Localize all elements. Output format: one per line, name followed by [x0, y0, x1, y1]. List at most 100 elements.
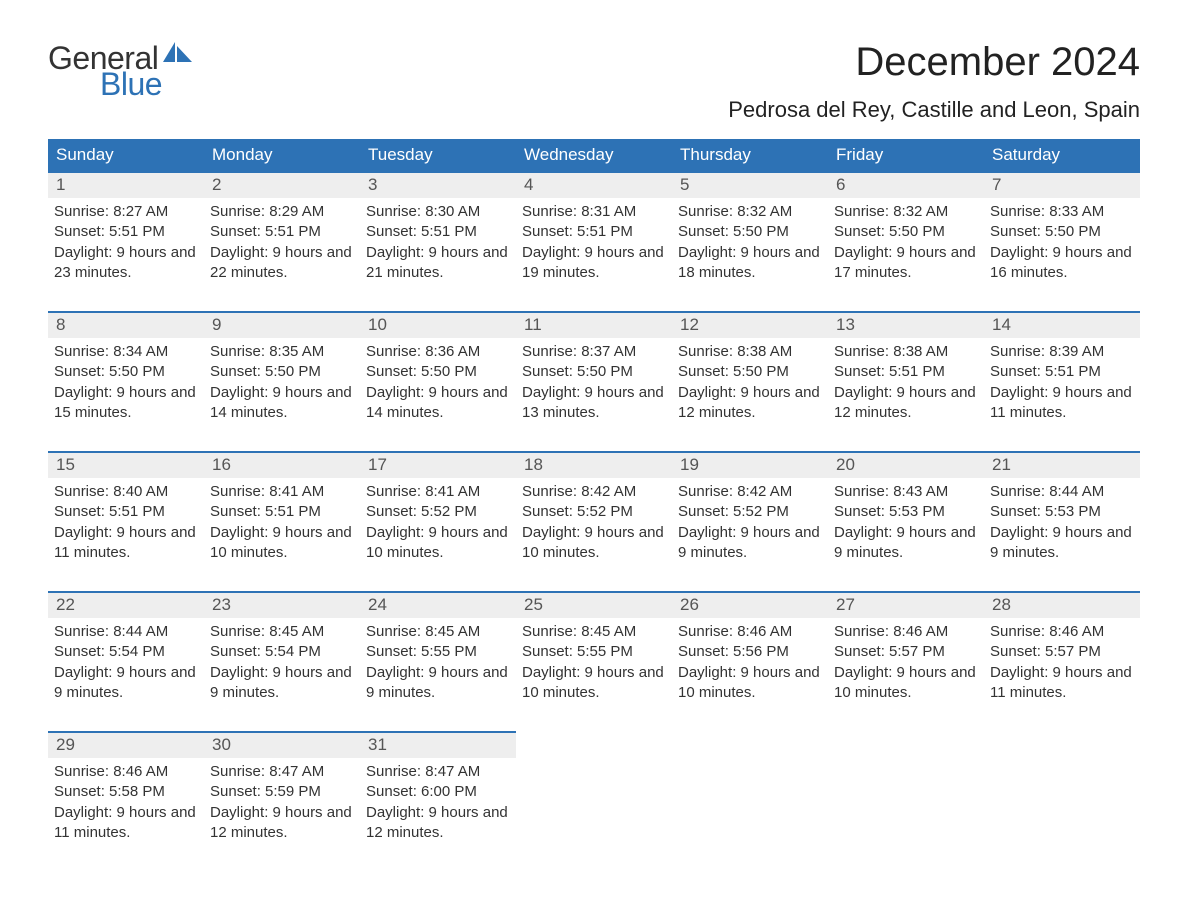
day-details: Sunrise: 8:36 AMSunset: 5:50 PMDaylight:… — [360, 338, 516, 431]
page-title: December 2024 — [728, 40, 1140, 85]
calendar-day-cell: 1Sunrise: 8:27 AMSunset: 5:51 PMDaylight… — [48, 171, 204, 311]
sunset-line: Sunset: 5:51 PM — [366, 222, 510, 242]
daylight-line: Daylight: 9 hours and 9 minutes. — [210, 663, 354, 704]
calendar-day-cell: 16 Sunrise: 8:41 AMSunset: 5:51 PMDayligh… — [204, 451, 360, 591]
brand-logo: General Blue — [48, 40, 194, 100]
sunset-line: Sunset: 5:59 PM — [210, 782, 354, 802]
weekday-header: Saturday — [984, 139, 1140, 171]
calendar-day-cell — [672, 731, 828, 871]
day-number: 2 — [204, 171, 360, 198]
calendar-day-cell: 20Sunrise: 8:43 AMSunset: 5:53 PMDayligh… — [828, 451, 984, 591]
sunset-line: Sunset: 5:54 PM — [54, 642, 198, 662]
calendar-day-cell: 5Sunrise: 8:32 AMSunset: 5:50 PMDaylight… — [672, 171, 828, 311]
sunset-line: Sunset: 5:52 PM — [678, 502, 822, 522]
sunrise-line: Sunrise: 8:32 AM — [834, 202, 978, 222]
calendar-day-cell: 17Sunrise: 8:41 AMSunset: 5:52 PMDayligh… — [360, 451, 516, 591]
sunset-line: Sunset: 5:50 PM — [678, 222, 822, 242]
day-details: Sunrise: 8:30 AMSunset: 5:51 PMDaylight:… — [360, 198, 516, 291]
sunrise-line: Sunrise: 8:42 AM — [678, 482, 822, 502]
day-details: Sunrise: 8:32 AMSunset: 5:50 PMDaylight:… — [672, 198, 828, 291]
sunset-line: Sunset: 5:51 PM — [522, 222, 666, 242]
calendar-day-cell: 28Sunrise: 8:46 AMSunset: 5:57 PMDayligh… — [984, 591, 1140, 731]
header: General Blue December 2024 Pedrosa del R… — [48, 40, 1140, 133]
day-details: Sunrise: 8:45 AMSunset: 5:54 PMDaylight:… — [204, 618, 360, 711]
day-number: 29 — [48, 731, 204, 758]
daylight-line: Daylight: 9 hours and 11 minutes. — [990, 663, 1134, 704]
calendar-day-cell: 25Sunrise: 8:45 AMSunset: 5:55 PMDayligh… — [516, 591, 672, 731]
day-number: 25 — [516, 591, 672, 618]
calendar-day-cell: 23Sunrise: 8:45 AMSunset: 5:54 PMDayligh… — [204, 591, 360, 731]
day-details: Sunrise: 8:35 AMSunset: 5:50 PMDaylight:… — [204, 338, 360, 431]
day-number: 23 — [204, 591, 360, 618]
day-details: Sunrise: 8:47 AMSunset: 6:00 PMDaylight:… — [360, 758, 516, 851]
sunrise-line: Sunrise: 8:42 AM — [522, 482, 666, 502]
sail-icon — [162, 40, 194, 68]
sunset-line: Sunset: 5:51 PM — [210, 222, 354, 242]
sunset-line: Sunset: 5:51 PM — [990, 362, 1134, 382]
sunset-line: Sunset: 5:50 PM — [990, 222, 1134, 242]
weekday-header: Wednesday — [516, 139, 672, 171]
sunrise-line: Sunrise: 8:27 AM — [54, 202, 198, 222]
sunrise-line: Sunrise: 8:36 AM — [366, 342, 510, 362]
calendar-day-cell: 10Sunrise: 8:36 AMSunset: 5:50 PMDayligh… — [360, 311, 516, 451]
weekday-header: Friday — [828, 139, 984, 171]
calendar-day-cell: 13Sunrise: 8:38 AMSunset: 5:51 PMDayligh… — [828, 311, 984, 451]
day-number: 10 — [360, 311, 516, 338]
sunrise-line: Sunrise: 8:45 AM — [366, 622, 510, 642]
day-number: 26 — [672, 591, 828, 618]
day-details: Sunrise: 8:42 AMSunset: 5:52 PMDaylight:… — [516, 478, 672, 571]
calendar-day-cell: 19Sunrise: 8:42 AMSunset: 5:52 PMDayligh… — [672, 451, 828, 591]
day-details: Sunrise: 8:31 AMSunset: 5:51 PMDaylight:… — [516, 198, 672, 291]
daylight-line: Daylight: 9 hours and 10 minutes. — [210, 523, 354, 564]
day-number: 30 — [204, 731, 360, 758]
day-number: 16 — [204, 451, 360, 478]
sunset-line: Sunset: 5:53 PM — [990, 502, 1134, 522]
day-number: 4 — [516, 171, 672, 198]
day-details: Sunrise: 8:43 AMSunset: 5:53 PMDaylight:… — [828, 478, 984, 571]
sunrise-line: Sunrise: 8:47 AM — [366, 762, 510, 782]
day-details: Sunrise: 8:44 AMSunset: 5:53 PMDaylight:… — [984, 478, 1140, 571]
day-number: 7 — [984, 171, 1140, 198]
sunset-line: Sunset: 5:55 PM — [522, 642, 666, 662]
sunrise-line: Sunrise: 8:34 AM — [54, 342, 198, 362]
day-number: 28 — [984, 591, 1140, 618]
daylight-line: Daylight: 9 hours and 10 minutes. — [834, 663, 978, 704]
sunset-line: Sunset: 5:50 PM — [522, 362, 666, 382]
day-details: Sunrise: 8:33 AMSunset: 5:50 PMDaylight:… — [984, 198, 1140, 291]
sunset-line: Sunset: 5:51 PM — [54, 222, 198, 242]
calendar-day-cell — [516, 731, 672, 871]
sunset-line: Sunset: 5:51 PM — [834, 362, 978, 382]
calendar-day-cell: 6Sunrise: 8:32 AMSunset: 5:50 PMDaylight… — [828, 171, 984, 311]
day-number: 9 — [204, 311, 360, 338]
calendar-week-row: 15Sunrise: 8:40 AMSunset: 5:51 PMDayligh… — [48, 451, 1140, 591]
sunrise-line: Sunrise: 8:43 AM — [834, 482, 978, 502]
sunrise-line: Sunrise: 8:40 AM — [54, 482, 198, 502]
day-number: 20 — [828, 451, 984, 478]
day-number: 3 — [360, 171, 516, 198]
sunset-line: Sunset: 5:51 PM — [210, 502, 354, 522]
day-details: Sunrise: 8:47 AMSunset: 5:59 PMDaylight:… — [204, 758, 360, 851]
day-number: 12 — [672, 311, 828, 338]
day-number: 1 — [48, 171, 204, 198]
sunrise-line: Sunrise: 8:47 AM — [210, 762, 354, 782]
weekday-header: Monday — [204, 139, 360, 171]
day-details: Sunrise: 8:29 AMSunset: 5:51 PMDaylight:… — [204, 198, 360, 291]
sunrise-line: Sunrise: 8:45 AM — [522, 622, 666, 642]
sunrise-line: Sunrise: 8:41 AM — [210, 482, 354, 502]
day-details: Sunrise: 8:42 AMSunset: 5:52 PMDaylight:… — [672, 478, 828, 571]
day-number: 14 — [984, 311, 1140, 338]
sunrise-line: Sunrise: 8:38 AM — [678, 342, 822, 362]
sunset-line: Sunset: 5:50 PM — [834, 222, 978, 242]
daylight-line: Daylight: 9 hours and 15 minutes. — [54, 383, 198, 424]
daylight-line: Daylight: 9 hours and 21 minutes. — [366, 243, 510, 284]
day-number: 11 — [516, 311, 672, 338]
day-number: 22 — [48, 591, 204, 618]
sunset-line: Sunset: 5:52 PM — [522, 502, 666, 522]
day-details: Sunrise: 8:34 AMSunset: 5:50 PMDaylight:… — [48, 338, 204, 431]
day-details: Sunrise: 8:38 AMSunset: 5:51 PMDaylight:… — [828, 338, 984, 431]
brand-word-2: Blue — [100, 68, 194, 100]
day-details: Sunrise: 8:46 AMSunset: 5:57 PMDaylight:… — [828, 618, 984, 711]
daylight-line: Daylight: 9 hours and 9 minutes. — [54, 663, 198, 704]
calendar-day-cell: 8Sunrise: 8:34 AMSunset: 5:50 PMDaylight… — [48, 311, 204, 451]
daylight-line: Daylight: 9 hours and 9 minutes. — [366, 663, 510, 704]
